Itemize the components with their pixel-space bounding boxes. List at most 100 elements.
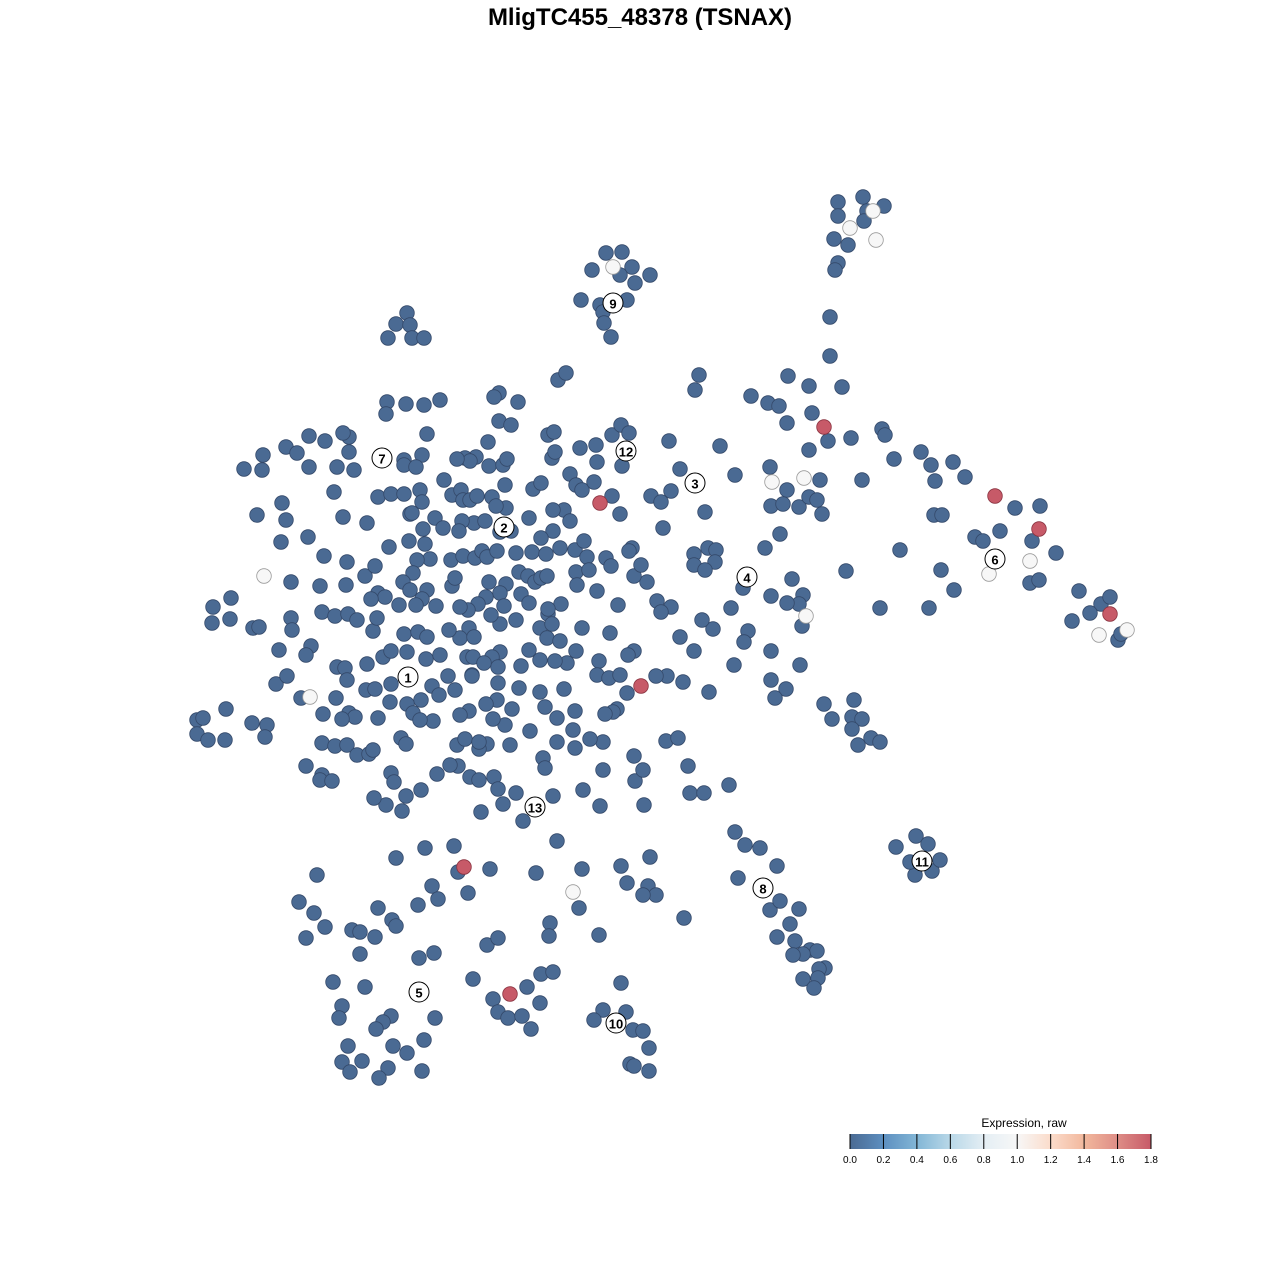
data-point-low xyxy=(757,540,773,556)
data-point-low xyxy=(331,1010,347,1026)
data-point-low xyxy=(686,643,702,659)
cluster-label-text: 5 xyxy=(415,986,422,1001)
data-point-mid xyxy=(868,232,884,248)
data-point-low xyxy=(368,1021,384,1037)
data-point-low xyxy=(612,506,628,522)
data-point-low xyxy=(415,521,431,537)
data-point-low xyxy=(417,840,433,856)
data-point-low xyxy=(672,629,688,645)
data-point-low xyxy=(436,472,452,488)
data-point-low xyxy=(778,681,794,697)
data-point-low xyxy=(490,659,506,675)
data-point-low xyxy=(431,687,447,703)
data-point-low xyxy=(850,737,866,753)
data-point-low xyxy=(785,947,801,963)
data-point-low xyxy=(619,685,635,701)
data-point-low xyxy=(812,472,828,488)
data-point-low xyxy=(614,244,630,260)
data-point-low xyxy=(405,565,421,581)
data-point-low xyxy=(639,574,655,590)
data-point-low xyxy=(945,454,961,470)
data-point-low xyxy=(586,1012,602,1028)
data-point-low xyxy=(476,655,492,671)
cluster-label-text: 11 xyxy=(915,855,929,870)
data-point-low xyxy=(913,444,929,460)
data-point-mid xyxy=(1119,622,1135,638)
data-point-low xyxy=(254,462,270,478)
data-point-low xyxy=(705,621,721,637)
data-point-low xyxy=(218,701,234,717)
data-point-low xyxy=(595,1002,611,1018)
data-point-low xyxy=(680,758,696,774)
data-point-low xyxy=(471,772,487,788)
data-point-low xyxy=(380,330,396,346)
data-point-low xyxy=(366,790,382,806)
data-point-low xyxy=(737,837,753,853)
legend-tick-label: 1.6 xyxy=(1111,1155,1125,1166)
data-point-low xyxy=(314,604,330,620)
data-point-low xyxy=(414,494,430,510)
data-point-low xyxy=(653,604,669,620)
data-point-low xyxy=(572,440,588,456)
data-point-low xyxy=(791,901,807,917)
data-point-low xyxy=(399,644,415,660)
data-point-low xyxy=(521,595,537,611)
data-point-low xyxy=(462,453,478,469)
data-point-low xyxy=(727,824,743,840)
cluster-label: 2 xyxy=(493,516,515,538)
data-point-high xyxy=(987,488,1003,504)
data-point-low xyxy=(613,975,629,991)
data-point-low xyxy=(743,388,759,404)
data-point-low xyxy=(547,444,563,460)
data-point-low xyxy=(603,329,619,345)
data-point-low xyxy=(309,867,325,883)
data-point-low xyxy=(424,878,440,894)
data-point-low xyxy=(357,979,373,995)
data-point-low xyxy=(565,722,581,738)
data-point-low xyxy=(363,591,379,607)
data-point-low xyxy=(752,840,768,856)
data-point-low xyxy=(633,557,649,573)
data-point-low xyxy=(411,950,427,966)
data-point-low xyxy=(371,1070,387,1086)
data-point-low xyxy=(490,930,506,946)
data-point-low xyxy=(341,444,357,460)
data-point-low xyxy=(809,943,825,959)
cluster-label-text: 12 xyxy=(619,445,633,460)
data-point-low xyxy=(697,562,713,578)
legend-tick-label: 1.0 xyxy=(1010,1155,1024,1166)
data-point-low xyxy=(772,893,788,909)
data-point-low xyxy=(521,642,537,658)
data-point-low xyxy=(396,486,412,502)
data-point-low xyxy=(771,398,787,414)
legend-tick-label: 0.6 xyxy=(943,1155,957,1166)
legend-title: Expression, raw xyxy=(981,1116,1067,1130)
data-point-low xyxy=(552,633,568,649)
data-point-low xyxy=(539,630,555,646)
data-point-low xyxy=(385,1038,401,1054)
data-point-low xyxy=(483,607,499,623)
data-point-low xyxy=(854,472,870,488)
data-point-low xyxy=(513,658,529,674)
data-point-low xyxy=(485,991,501,1007)
data-point-low xyxy=(490,675,506,691)
data-point-low xyxy=(932,852,948,868)
data-point-mid xyxy=(605,259,621,275)
data-point-low xyxy=(404,505,420,521)
data-point-mid xyxy=(796,470,812,486)
data-point-low xyxy=(452,599,468,615)
data-point-low xyxy=(780,368,796,384)
data-point-low xyxy=(398,736,414,752)
data-point-low xyxy=(370,489,386,505)
data-point-low xyxy=(822,348,838,364)
data-point-low xyxy=(367,558,383,574)
data-point-mid xyxy=(1091,627,1107,643)
data-point-low xyxy=(642,267,658,283)
data-point-low xyxy=(532,684,548,700)
data-point-low xyxy=(274,495,290,511)
data-point-low xyxy=(301,428,317,444)
data-point-mid xyxy=(865,203,881,219)
data-point-low xyxy=(723,600,739,616)
data-point-low xyxy=(473,804,489,820)
cluster-label: 7 xyxy=(371,447,393,469)
